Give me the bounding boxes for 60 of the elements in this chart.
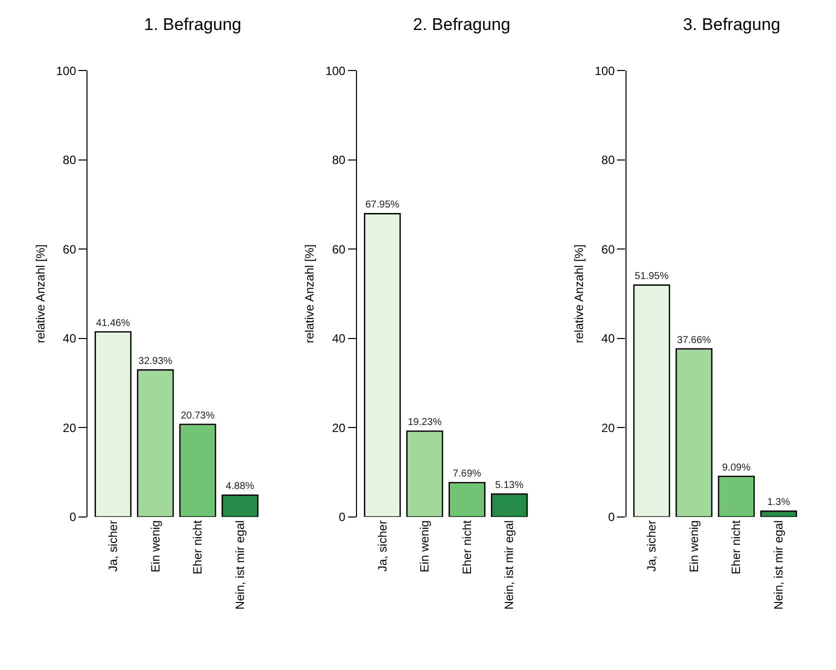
y-tick-label: 60 xyxy=(601,242,616,256)
bar xyxy=(136,369,174,517)
y-tick-label: 20 xyxy=(332,420,346,435)
bar xyxy=(760,510,798,517)
y-tick-label: 80 xyxy=(332,153,346,168)
x-tick-label: Nein, ist mir egal xyxy=(232,520,247,610)
y-axis-title: relative Anzahl [%] xyxy=(572,244,586,344)
y-tick-label: 20 xyxy=(601,420,616,435)
x-tick-label: Eher nicht xyxy=(460,520,474,574)
bar xyxy=(718,476,755,517)
x-tick-label: Ja, sicher xyxy=(644,520,659,572)
bar xyxy=(364,213,401,517)
data-label: 19.23% xyxy=(408,417,442,428)
y-tick-label: 0 xyxy=(608,510,616,524)
y-tick-label: 40 xyxy=(601,332,616,346)
bar xyxy=(490,493,528,517)
data-label: 20.73% xyxy=(180,410,215,422)
data-label: 5.13% xyxy=(495,480,524,492)
data-label: 7.69% xyxy=(452,468,482,480)
chart-title: 1. Befragung xyxy=(144,15,242,34)
y-tick-label: 80 xyxy=(62,153,76,168)
y-tick-label: 60 xyxy=(62,242,76,256)
x-tick-label: Ein wenig xyxy=(418,520,432,572)
data-label: 4.88% xyxy=(226,481,254,492)
y-tick-label: 100 xyxy=(594,64,616,78)
data-label: 1.3% xyxy=(767,497,790,508)
bar xyxy=(676,348,712,517)
bar xyxy=(94,331,132,517)
y-axis-title: relative Anzahl [%] xyxy=(33,244,48,344)
y-tick-label: 100 xyxy=(56,64,76,78)
y-tick-label: 60 xyxy=(332,242,346,256)
y-tick-label: 100 xyxy=(325,64,346,78)
data-label: 37.66% xyxy=(677,334,712,346)
y-tick-label: 20 xyxy=(62,420,76,435)
chart-title: 3. Befragung xyxy=(683,15,780,34)
x-tick-label: Ein wenig xyxy=(148,520,162,572)
y-axis-title: relative Anzahl [%] xyxy=(302,244,317,344)
data-label: 41.46% xyxy=(96,318,130,329)
y-tick-label: 40 xyxy=(332,332,346,346)
y-tick-label: 0 xyxy=(69,510,76,524)
x-tick-label: Eher nicht xyxy=(190,520,205,574)
bar xyxy=(406,430,444,517)
x-tick-label: Nein, ist mir egal xyxy=(502,520,516,610)
y-tick-label: 40 xyxy=(62,332,76,346)
x-tick-label: Ja, sicher xyxy=(106,520,120,572)
x-tick-label: Eher nicht xyxy=(729,520,744,574)
chart-title: 2. Befragung xyxy=(413,15,510,34)
data-label: 9.09% xyxy=(722,462,751,474)
y-tick-label: 80 xyxy=(601,153,616,168)
bar xyxy=(448,482,486,517)
bar xyxy=(633,284,670,517)
data-label: 67.95% xyxy=(365,200,400,211)
x-tick-label: Nein, ist mir egal xyxy=(772,520,786,610)
bar xyxy=(179,424,216,517)
data-label: 32.93% xyxy=(138,356,172,367)
bar xyxy=(222,494,258,517)
x-tick-label: Ja, sicher xyxy=(375,520,390,572)
x-tick-label: Ein wenig xyxy=(686,520,701,572)
y-tick-label: 0 xyxy=(338,510,346,524)
data-label: 51.95% xyxy=(634,271,669,282)
